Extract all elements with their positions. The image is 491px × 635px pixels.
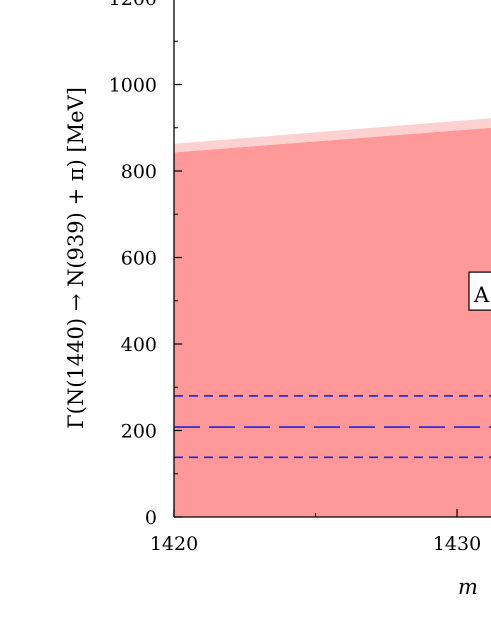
y-tick-label-4: 800: [121, 161, 157, 183]
x-axis-title: m: [458, 575, 478, 599]
x-axis-ticks: 1420 1430: [150, 509, 481, 555]
y-tick-label-3: 600: [121, 248, 157, 270]
annotation-box: [468, 271, 491, 311]
y-tick-label-1: 200: [121, 421, 157, 443]
y-tick-label-2: 400: [121, 334, 157, 356]
band-0: [174, 127, 491, 517]
band-1: [174, 118, 491, 153]
reference-lines: [174, 395, 491, 459]
y-axis-title: Γ(N(1440) → N(939) + π) [MeV]: [64, 87, 88, 429]
x-tick-label-1: 1430: [433, 533, 481, 555]
y-tick-label-6: 1200: [109, 0, 157, 10]
annotation-group: A: [468, 271, 491, 311]
annotation-label: A: [473, 283, 490, 307]
y-tick-label-5: 1000: [109, 75, 157, 97]
y-tick-label-0: 0: [145, 507, 157, 529]
bands: [174, 118, 491, 517]
x-tick-label-0: 1420: [150, 533, 198, 555]
y-axis-ticks: 0 200 400 600 800 1000 1200: [109, 0, 182, 529]
